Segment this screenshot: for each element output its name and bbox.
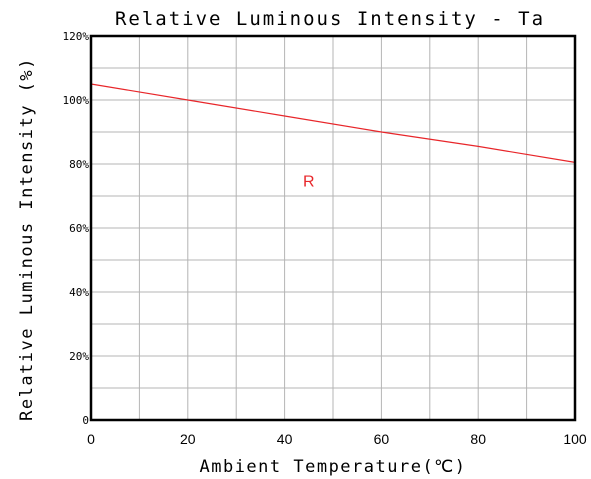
y-tick-label: 100%: [63, 94, 90, 107]
grid: [91, 36, 575, 420]
tick-labels: 0 20% 40% 60% 80% 100% 120% 0 20 40 60 80 100: [63, 30, 587, 447]
plot-frame: [89, 34, 577, 422]
y-tick-label: 0: [82, 414, 89, 427]
x-tick-label: 0: [87, 431, 95, 447]
annotations: R: [303, 173, 315, 190]
x-tick-label: 40: [277, 431, 293, 447]
y-tick-label: 60%: [69, 222, 89, 235]
y-tick-label: 20%: [69, 350, 89, 363]
y-axis-label: Relative Luminous Intensity (%): [17, 57, 37, 421]
x-tick-label: 20: [180, 431, 196, 447]
series-label: R: [303, 173, 315, 190]
x-tick-label: 80: [470, 431, 486, 447]
series-line-R: [90, 83, 576, 163]
y-tick-label: 40%: [69, 286, 89, 299]
chart-title: Relative Luminous Intensity - Ta: [115, 8, 545, 30]
y-tick-label: 120%: [63, 30, 90, 43]
x-tick-label: 100: [563, 431, 587, 447]
y-tick-label: 80%: [69, 158, 89, 171]
series-layer: [90, 83, 576, 163]
x-tick-label: 60: [374, 431, 390, 447]
x-axis-label: Ambient Temperature(℃): [199, 457, 466, 477]
